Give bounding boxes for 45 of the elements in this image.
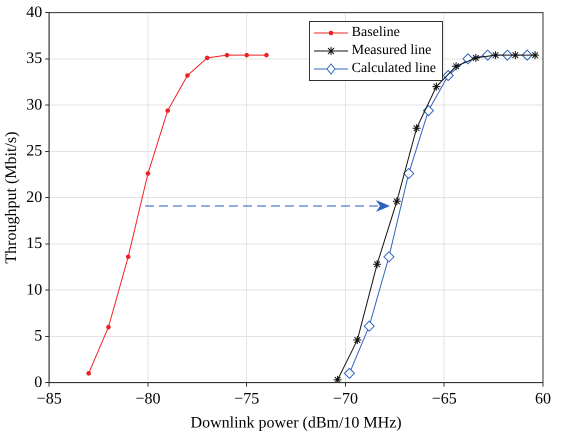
point <box>146 171 150 176</box>
x-tick-label: −70 <box>332 390 358 408</box>
y-tick-label: 5 <box>34 328 42 345</box>
point <box>86 371 92 376</box>
legend-label: Calculated line <box>352 60 436 78</box>
point <box>432 82 441 92</box>
y-axis-title: Throughput (Mbit/s) <box>2 132 20 264</box>
point <box>403 168 414 180</box>
point <box>530 50 540 60</box>
point <box>510 50 520 60</box>
point <box>383 251 394 262</box>
y-tick-label: 35 <box>26 50 42 68</box>
y-tick-label: 40 <box>26 4 42 21</box>
legend-label: Measured line <box>352 42 432 60</box>
x-tick-label: −85 <box>36 390 62 408</box>
x-axis-title: Downlink power (dBm/10 MHz) <box>190 414 402 432</box>
point <box>264 52 269 58</box>
y-tick-label: 25 <box>26 142 42 160</box>
point <box>224 52 230 58</box>
y-tick-label: 30 <box>26 96 42 114</box>
point <box>491 50 500 60</box>
x-tick-label: −80 <box>135 390 160 408</box>
x-tick-label: −65 <box>432 390 457 408</box>
x-tick-label: 60 <box>535 390 551 408</box>
point <box>126 254 131 260</box>
point <box>392 196 402 206</box>
point <box>185 73 190 78</box>
point <box>471 53 480 62</box>
point <box>244 52 250 58</box>
point <box>364 320 375 332</box>
point <box>165 108 170 113</box>
y-tick-label: 0 <box>34 374 42 391</box>
x-tick-label: −75 <box>234 390 260 408</box>
point <box>352 336 362 345</box>
y-tick-label: 20 <box>26 188 42 206</box>
legend-label: Baseline <box>352 24 400 42</box>
y-tick-label: 10 <box>26 281 42 298</box>
point <box>106 324 111 330</box>
point <box>412 124 422 133</box>
point <box>344 368 355 379</box>
point <box>204 56 210 60</box>
point <box>333 375 342 383</box>
point <box>372 260 382 269</box>
point <box>452 62 461 71</box>
y-tick-label: 15 <box>26 235 42 252</box>
